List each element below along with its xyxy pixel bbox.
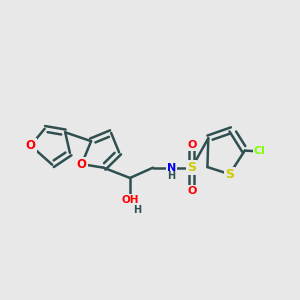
Text: OH: OH — [121, 195, 139, 205]
Text: H: H — [167, 171, 175, 181]
Text: O: O — [187, 186, 196, 196]
Text: S: S — [225, 168, 234, 181]
Text: O: O — [77, 158, 87, 171]
Text: N: N — [167, 163, 176, 173]
Text: O: O — [26, 139, 36, 152]
Text: Cl: Cl — [254, 146, 266, 157]
Text: O: O — [187, 140, 196, 150]
Text: H: H — [133, 206, 141, 215]
Text: S: S — [187, 161, 196, 174]
